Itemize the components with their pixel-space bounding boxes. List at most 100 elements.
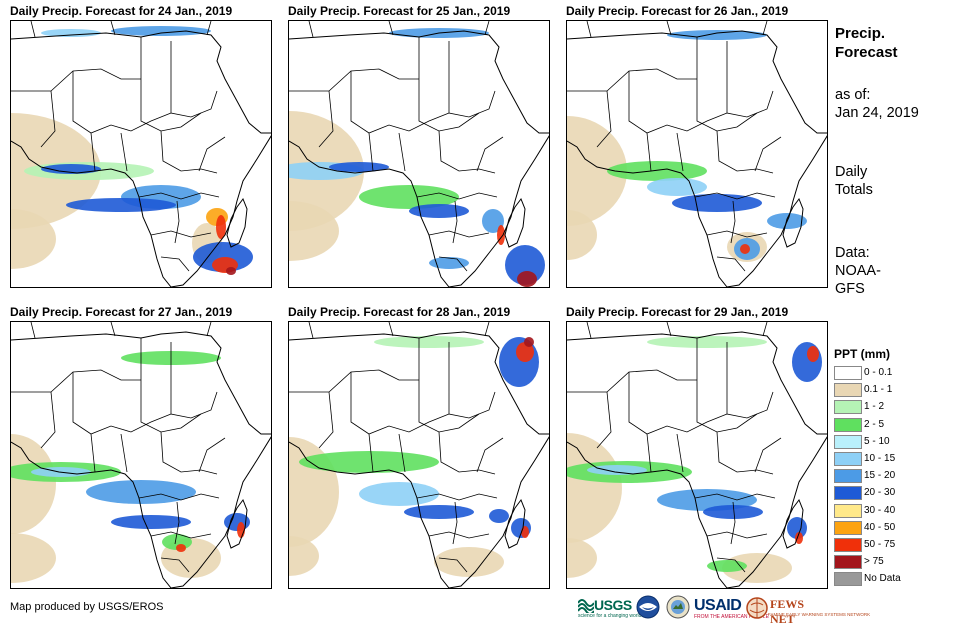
country-border bbox=[308, 21, 490, 38]
precip-area bbox=[647, 336, 767, 348]
precip-area bbox=[587, 465, 647, 475]
country-border bbox=[706, 230, 768, 238]
precip-area bbox=[111, 515, 191, 529]
totals-block: Daily Totals bbox=[835, 163, 873, 199]
legend-swatch bbox=[834, 503, 862, 518]
precip-area bbox=[11, 533, 56, 583]
country-border bbox=[120, 433, 128, 473]
precip-area bbox=[289, 536, 319, 576]
usaid-logo: USAID FROM THE AMERICAN PEOPLE bbox=[694, 595, 769, 621]
agency-logos: USGS science for a changing world USAID … bbox=[578, 595, 870, 626]
precip-area bbox=[722, 553, 792, 583]
precip-area bbox=[672, 194, 762, 212]
legend-label: 0 - 0.1 bbox=[864, 367, 893, 378]
precip-area bbox=[707, 560, 747, 572]
precip-area bbox=[11, 209, 56, 269]
legend-label: 50 - 75 bbox=[864, 539, 896, 550]
precip-area bbox=[524, 337, 534, 347]
precip-area bbox=[11, 434, 56, 534]
precip-map bbox=[10, 321, 272, 589]
africa-precip-map bbox=[289, 322, 549, 588]
country-border bbox=[716, 256, 746, 272]
country-border bbox=[646, 132, 652, 172]
totals-line2: Totals bbox=[835, 182, 873, 198]
africa-precip-map bbox=[567, 322, 827, 588]
country-border bbox=[72, 372, 172, 435]
fews-net-logo: FEWS NET FAMINE EARLY WARNING SYSTEMS NE… bbox=[746, 595, 870, 626]
precip-area bbox=[521, 526, 529, 538]
precip-area bbox=[41, 29, 101, 37]
country-border bbox=[676, 132, 684, 172]
island-outline bbox=[226, 498, 248, 549]
precip-area bbox=[703, 505, 763, 519]
africa-precip-map bbox=[11, 322, 271, 588]
precip-area bbox=[216, 215, 226, 239]
precip-area bbox=[434, 547, 504, 577]
map-panel-24-jan: Daily Precip. Forecast for 24 Jan., 2019 bbox=[10, 3, 272, 288]
country-border bbox=[567, 68, 697, 92]
country-border bbox=[40, 391, 56, 449]
country-border bbox=[726, 342, 774, 419]
country-border bbox=[11, 369, 141, 393]
forecast-title-line1: Precip. bbox=[835, 25, 886, 42]
island-outline bbox=[782, 197, 804, 248]
country-border bbox=[754, 136, 782, 172]
continent-outline bbox=[11, 331, 271, 588]
country-border bbox=[428, 531, 490, 539]
precip-area bbox=[404, 505, 474, 519]
country-border bbox=[754, 437, 782, 473]
precip-area bbox=[289, 201, 339, 261]
usgs-wordmark: USGS bbox=[594, 597, 632, 613]
country-border bbox=[170, 41, 218, 118]
legend-label: 0.1 - 1 bbox=[864, 384, 893, 396]
legend-swatch bbox=[834, 469, 862, 484]
country-border bbox=[30, 322, 212, 339]
panel-title: Daily Precip. Forecast for 24 Jan., 2019 bbox=[10, 4, 233, 18]
country-border bbox=[730, 501, 736, 545]
forecast-title-line2: Forecast bbox=[835, 44, 898, 61]
precip-area bbox=[489, 509, 509, 523]
precip-map bbox=[566, 20, 828, 288]
country-border bbox=[567, 369, 697, 393]
map-panel-26-jan: Daily Precip. Forecast for 26 Jan., 2019 bbox=[566, 3, 828, 288]
country-border bbox=[694, 493, 776, 501]
country-border bbox=[138, 192, 220, 200]
country-border bbox=[368, 433, 374, 473]
precip-map bbox=[566, 321, 828, 589]
country-border bbox=[160, 130, 218, 174]
as-of-block: as of: Jan 24, 2019 bbox=[835, 86, 919, 122]
precip-area bbox=[359, 482, 439, 506]
continent-outline bbox=[289, 30, 549, 287]
country-border bbox=[120, 132, 128, 172]
precip-map bbox=[288, 20, 550, 288]
country-border bbox=[198, 437, 226, 473]
country-border bbox=[706, 531, 768, 539]
legend-swatch bbox=[834, 400, 862, 415]
doi-seal-icon bbox=[666, 595, 690, 619]
africa-precip-map bbox=[567, 21, 827, 287]
country-border bbox=[416, 493, 498, 501]
data-source-line3: GFS bbox=[835, 281, 865, 297]
country-border bbox=[476, 136, 504, 172]
precip-area bbox=[667, 30, 767, 40]
country-border bbox=[428, 230, 490, 238]
country-border bbox=[150, 531, 212, 539]
country-border bbox=[308, 322, 490, 339]
country-border bbox=[350, 372, 450, 435]
country-border bbox=[730, 200, 736, 244]
panel-title: Daily Precip. Forecast for 25 Jan., 2019 bbox=[288, 4, 511, 18]
country-border bbox=[90, 433, 96, 473]
legend-label: No Data bbox=[864, 573, 901, 585]
country-border bbox=[398, 433, 406, 473]
country-border bbox=[448, 41, 496, 118]
country-border bbox=[350, 71, 450, 134]
legend-label: 30 - 40 bbox=[864, 504, 896, 516]
country-border bbox=[716, 557, 746, 573]
country-border bbox=[628, 71, 728, 134]
country-border bbox=[438, 431, 496, 475]
country-border bbox=[11, 68, 141, 92]
country-border bbox=[586, 322, 768, 339]
country-border bbox=[398, 132, 406, 172]
precip-area bbox=[567, 116, 627, 226]
country-border bbox=[160, 557, 190, 573]
